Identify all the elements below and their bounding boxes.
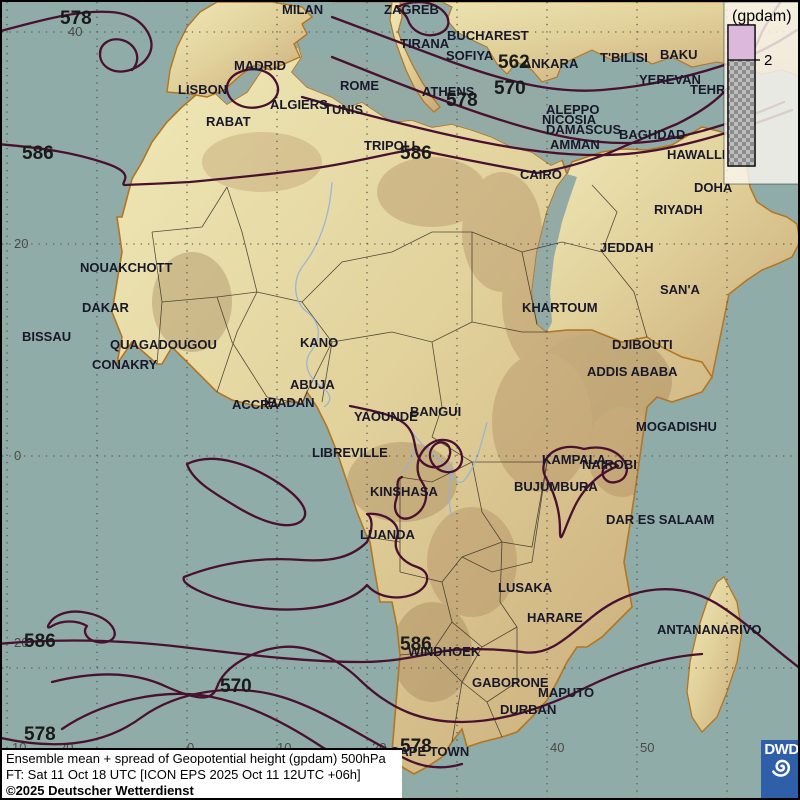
- svg-text:570: 570: [494, 78, 526, 99]
- svg-text:NAIROBI: NAIROBI: [582, 457, 637, 472]
- svg-text:40: 40: [550, 740, 564, 755]
- svg-text:BUCHAREST: BUCHAREST: [447, 28, 529, 43]
- svg-text:578: 578: [400, 736, 432, 757]
- svg-text:586: 586: [400, 634, 432, 655]
- svg-text:578: 578: [60, 8, 92, 29]
- svg-text:KHARTOUM: KHARTOUM: [522, 300, 598, 315]
- svg-text:ACCRA: ACCRA: [232, 397, 280, 412]
- svg-text:T'BILISI: T'BILISI: [600, 50, 648, 65]
- svg-text:CAIRO: CAIRO: [520, 167, 562, 182]
- svg-text:ADDIS ABABA: ADDIS ABABA: [587, 364, 678, 379]
- svg-text:562: 562: [498, 52, 530, 73]
- svg-text:SAN'A: SAN'A: [660, 282, 701, 297]
- svg-text:LIBREVILLE: LIBREVILLE: [312, 445, 388, 460]
- svg-text:DAR ES SALAAM: DAR ES SALAAM: [606, 512, 714, 527]
- svg-text:586: 586: [400, 143, 432, 164]
- svg-text:KINSHASA: KINSHASA: [370, 484, 439, 499]
- svg-text:SOFIYA: SOFIYA: [446, 48, 494, 63]
- svg-text:ANTANANARIVO: ANTANANARIVO: [657, 622, 761, 637]
- svg-text:LISBON: LISBON: [178, 82, 227, 97]
- svg-text:578: 578: [446, 90, 478, 111]
- svg-text:KANO: KANO: [300, 335, 338, 350]
- svg-text:BISSAU: BISSAU: [22, 329, 71, 344]
- svg-text:LUSAKA: LUSAKA: [498, 580, 553, 595]
- svg-text:ALGIERS: ALGIERS: [270, 97, 328, 112]
- svg-text:586: 586: [24, 631, 56, 652]
- svg-text:TIRANA: TIRANA: [400, 36, 450, 51]
- svg-text:NOUAKCHOTT: NOUAKCHOTT: [80, 260, 172, 275]
- svg-text:ANKARA: ANKARA: [522, 56, 579, 71]
- svg-text:HARARE: HARARE: [527, 610, 583, 625]
- svg-text:TUNIS: TUNIS: [324, 102, 363, 117]
- svg-text:QUAGADOUGOU: QUAGADOUGOU: [110, 337, 217, 352]
- svg-text:50: 50: [640, 740, 654, 755]
- svg-text:570: 570: [220, 676, 252, 697]
- svg-text:DURBAN: DURBAN: [500, 702, 556, 717]
- svg-text:BANGUI: BANGUI: [410, 404, 461, 419]
- svg-text:DAMASCUS: DAMASCUS: [546, 122, 621, 137]
- svg-text:RIYADH: RIYADH: [654, 202, 703, 217]
- svg-text:ZAGREB: ZAGREB: [384, 2, 439, 17]
- svg-text:BAKU: BAKU: [660, 47, 698, 62]
- svg-text:586: 586: [22, 143, 54, 164]
- svg-text:BAGHDAD: BAGHDAD: [619, 127, 685, 142]
- svg-text:0: 0: [14, 448, 21, 463]
- svg-text:YAOUNDE: YAOUNDE: [354, 409, 418, 424]
- svg-text:578: 578: [24, 724, 56, 745]
- svg-text:CONAKRY: CONAKRY: [92, 357, 158, 372]
- svg-text:DJIBOUTI: DJIBOUTI: [612, 337, 673, 352]
- svg-text:LUANDA: LUANDA: [360, 527, 415, 542]
- svg-text:MOGADISHU: MOGADISHU: [636, 419, 717, 434]
- svg-text:MAPUTO: MAPUTO: [538, 685, 594, 700]
- svg-text:MADRID: MADRID: [234, 58, 286, 73]
- svg-text:2: 2: [764, 52, 772, 69]
- svg-text:20: 20: [14, 236, 28, 251]
- svg-text:ABUJA: ABUJA: [290, 377, 335, 392]
- svg-text:JEDDAH: JEDDAH: [600, 240, 653, 255]
- svg-text:(gpdam): (gpdam): [732, 8, 792, 25]
- svg-text:ROME: ROME: [340, 78, 379, 93]
- svg-text:AMMAN: AMMAN: [550, 137, 600, 152]
- svg-text:MILAN: MILAN: [282, 2, 323, 17]
- svg-text:DAKAR: DAKAR: [82, 300, 130, 315]
- svg-text:HAWALLI: HAWALLI: [667, 147, 726, 162]
- svg-text:BUJUMBURA: BUJUMBURA: [514, 479, 598, 494]
- svg-text:RABAT: RABAT: [206, 114, 251, 129]
